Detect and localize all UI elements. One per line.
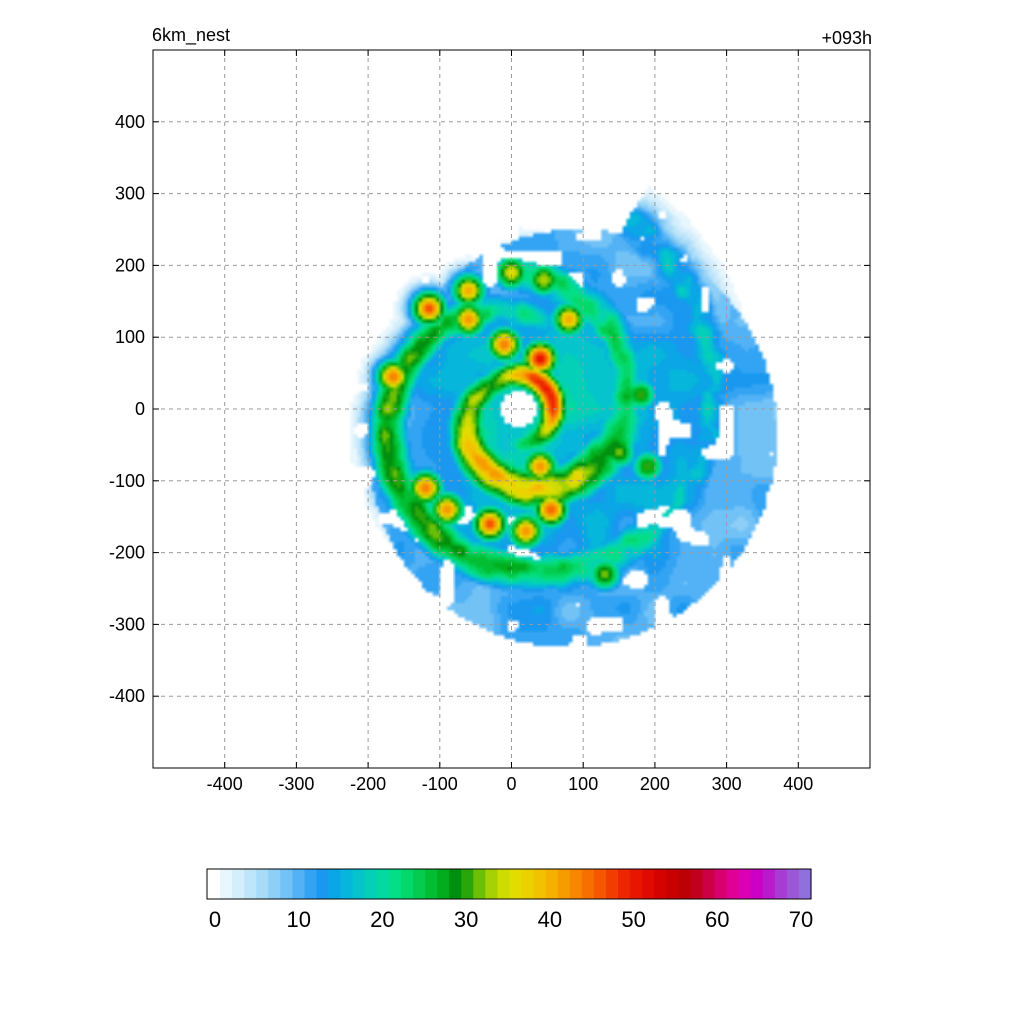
colorbar-bin: [533, 869, 547, 899]
colorbar-tick-labels: 0 10 20 30 40 50 60 70: [209, 907, 813, 932]
colorbar-bin: [726, 869, 740, 899]
x-tick-label: -300: [278, 774, 314, 794]
colorbar-bin: [714, 869, 728, 899]
colorbar-bin: [509, 869, 523, 899]
x-axis: -400 -300 -200 -100 0 100 200 300 400: [207, 50, 813, 794]
chart-title-right: +093h: [821, 28, 872, 48]
y-tick-label: -400: [109, 686, 145, 706]
colorbar-tick-label: 60: [705, 907, 729, 932]
colorbar-bin: [304, 869, 318, 899]
colorbar-bin: [545, 869, 559, 899]
colorbar-bin: [750, 869, 764, 899]
colorbar-bin: [630, 869, 643, 899]
x-tick-label: 0: [506, 774, 516, 794]
colorbar-bin: [376, 869, 390, 899]
colorbar-bin: [678, 869, 691, 899]
y-tick-label: 300: [115, 184, 145, 204]
y-tick-label: -100: [109, 471, 145, 491]
colorbar-bin: [280, 869, 294, 899]
y-tick-label: 100: [115, 327, 145, 347]
colorbar-bin: [690, 869, 704, 899]
colorbar-bin: [654, 869, 667, 899]
colorbar-bin: [762, 869, 776, 899]
chart-title-left: 6km_nest: [152, 25, 230, 46]
x-tick-label: -100: [422, 774, 458, 794]
colorbar-bin: [774, 869, 788, 899]
colorbar-bin: [268, 869, 281, 899]
colorbar-bin: [666, 869, 679, 899]
colorbar-bin: [400, 869, 414, 899]
colorbar-bins: [208, 869, 812, 899]
x-tick-label: 100: [568, 774, 598, 794]
colorbar-bin: [425, 869, 438, 899]
colorbar-bin: [702, 869, 716, 899]
precip-field: [153, 50, 870, 768]
colorbar-bin: [798, 869, 812, 899]
y-axis: 400 300 200 100 0 -100 -200 -300 -400: [109, 112, 870, 706]
x-tick-label: 300: [712, 774, 742, 794]
colorbar-bin: [618, 869, 631, 899]
y-tick-label: -200: [109, 543, 145, 563]
colorbar-bin: [569, 869, 583, 899]
colorbar-bin: [581, 869, 595, 899]
y-tick-label: 400: [115, 112, 145, 132]
colorbar-bin: [256, 869, 269, 899]
colorbar-bin: [738, 869, 752, 899]
colorbar-bin: [220, 869, 233, 899]
colorbar-bin: [521, 869, 535, 899]
colorbar-bin: [244, 869, 257, 899]
x-tick-label: 200: [640, 774, 670, 794]
colorbar-tick-label: 20: [370, 907, 394, 932]
colorbar-bin: [388, 869, 402, 899]
colorbar-bin: [642, 869, 655, 899]
colorbar-bin: [364, 869, 378, 899]
y-tick-label: 0: [135, 399, 145, 419]
x-tick-label: 400: [783, 774, 813, 794]
colorbar-bin: [593, 869, 607, 899]
colorbar-bin: [557, 869, 571, 899]
colorbar-bin: [232, 869, 245, 899]
colorbar-bin: [208, 869, 221, 899]
colorbar-bin: [316, 869, 330, 899]
x-tick-label: -200: [350, 774, 386, 794]
colorbar-bin: [340, 869, 354, 899]
colorbar-bin: [497, 869, 511, 899]
y-tick-label: 200: [115, 255, 145, 275]
colorbar-frame: [206, 868, 812, 900]
colorbar-bin: [786, 869, 800, 899]
colorbar-bin: [605, 869, 619, 899]
colorbar-tick-label: 30: [454, 907, 478, 932]
colorbar-tick-label: 0: [209, 907, 221, 932]
x-tick-label: -400: [207, 774, 243, 794]
colorbar-tick-label: 40: [538, 907, 562, 932]
colorbar-bin: [352, 869, 366, 899]
colorbar-bin: [413, 869, 426, 899]
colorbar-tick-label: 10: [286, 907, 310, 932]
colorbar-bin: [328, 869, 342, 899]
colorbar-bin: [449, 869, 462, 899]
colorbar-bin: [437, 869, 450, 899]
colorbar-bin: [485, 869, 499, 899]
colorbar-bin: [292, 869, 306, 899]
plot-area: -400 -300 -200 -100 0 100 200 300 400 400 300 200 1…: [109, 49, 871, 794]
y-tick-label: -300: [109, 614, 145, 634]
colorbar-bin: [473, 869, 486, 899]
colorbar-tick-label: 70: [789, 907, 813, 932]
colorbar: 0 10 20 30 40 50 60 70: [206, 868, 813, 932]
colorbar-bin: [461, 869, 474, 899]
colorbar-tick-label: 50: [621, 907, 645, 932]
